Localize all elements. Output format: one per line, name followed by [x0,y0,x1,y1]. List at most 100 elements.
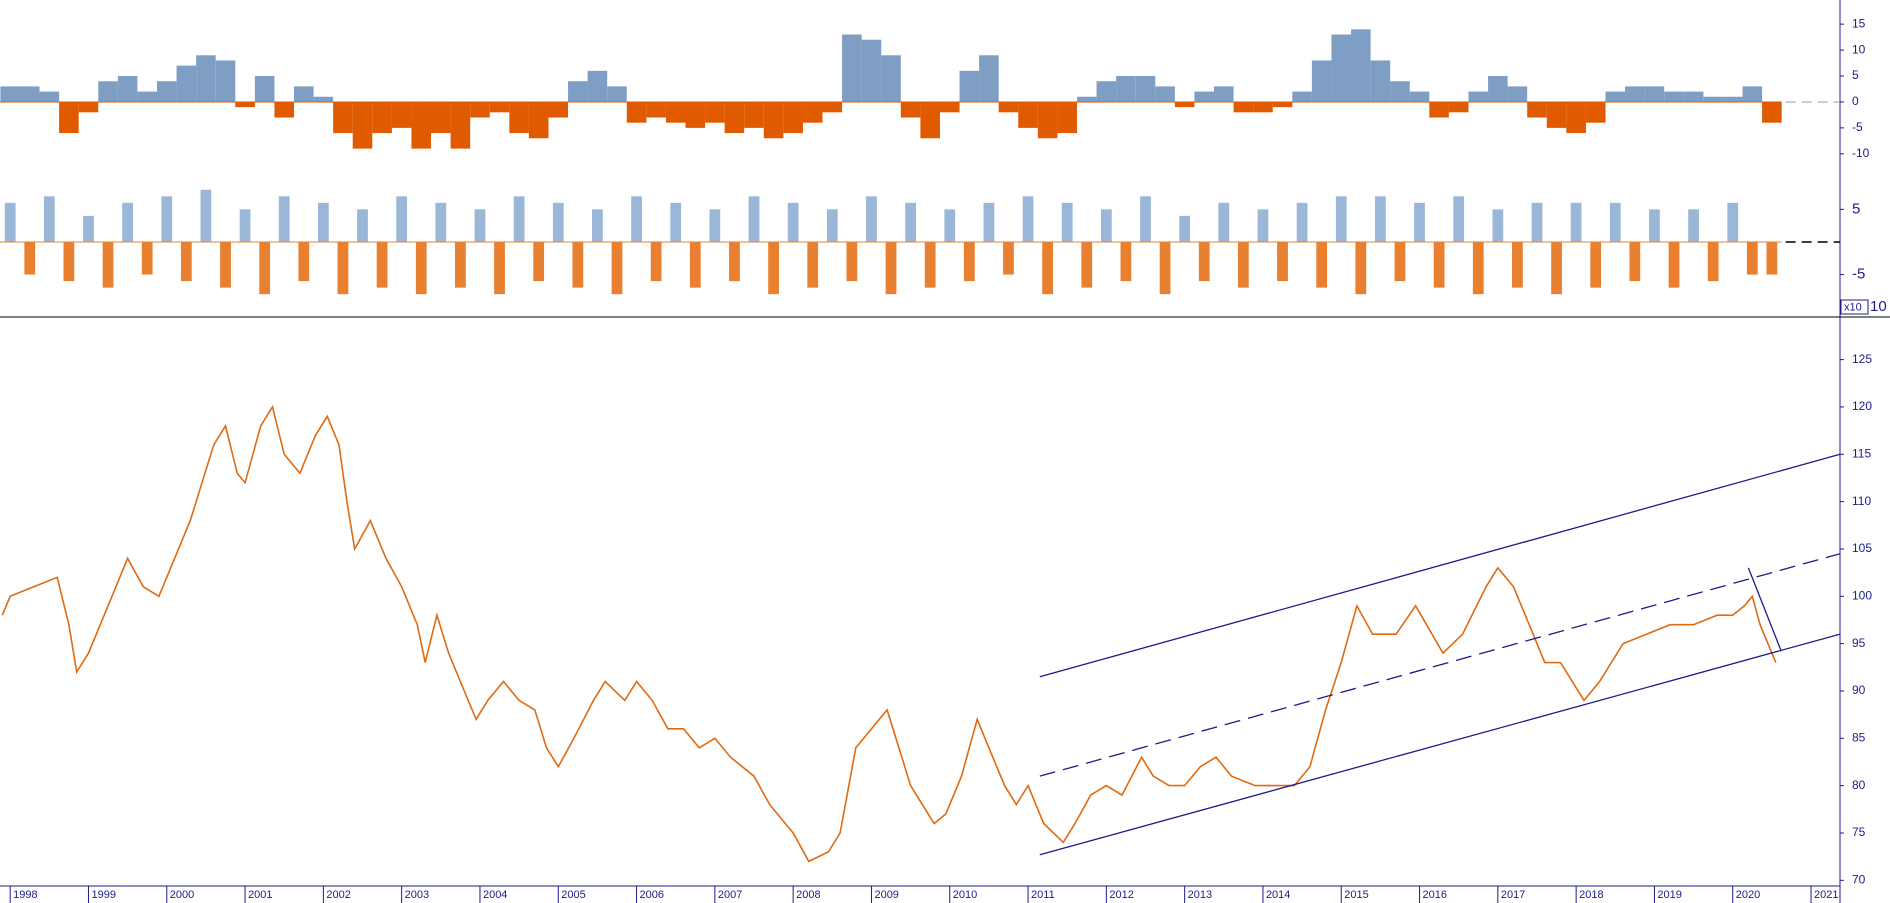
x-tick-label: 2017 [1501,889,1525,901]
trend-line [1039,633,1841,856]
bar [509,101,529,134]
y-tick-label: 80 [1852,778,1866,792]
bar [846,241,858,282]
x-tick-label: 2013 [1188,889,1212,901]
x-tick-label: 2019 [1657,889,1681,901]
bar [685,101,706,128]
bar [787,202,799,242]
bar [709,209,721,242]
bar [1277,241,1288,282]
y-tick-label: 10 [1852,42,1866,56]
x-tick-label: 2014 [1266,889,1290,901]
bar [1585,101,1606,123]
bar [1351,29,1371,102]
bar [176,65,197,102]
bar [1174,101,1195,108]
bar [411,101,432,149]
bar [1214,86,1234,102]
bar [607,86,627,102]
bar [552,202,564,242]
bar [141,241,153,275]
bar [670,202,682,242]
bar [689,241,701,288]
x-tick-label: 2010 [953,889,977,901]
bar [724,101,745,134]
bar [83,215,94,242]
bar [1042,241,1054,295]
bar [1253,101,1273,113]
bar [885,241,897,295]
bar [470,101,490,118]
bar [1512,241,1523,288]
y-tick-label: 105 [1852,541,1872,555]
bar [998,101,1019,113]
y-tick-label: 95 [1852,636,1866,650]
y-tick-label: 85 [1852,730,1866,744]
bar [1468,91,1489,102]
y-tick-label: 100 [1852,588,1872,602]
y-tick-label: 120 [1852,399,1872,413]
bar [24,241,36,275]
bar [1668,241,1680,288]
bar [513,196,525,242]
bar [239,209,251,242]
bar [117,76,138,102]
bar [180,241,192,282]
trend-line [1039,453,1841,678]
bar [842,34,862,102]
bar [744,101,764,128]
bar [1590,241,1602,288]
y-tick-label: -5 [1852,266,1865,283]
bar [568,81,588,102]
bar [1179,215,1191,242]
bar [1664,91,1684,102]
bar [705,101,725,123]
bar [1390,81,1410,102]
bar [63,241,75,282]
bar [1492,209,1504,242]
y-tick-label: 5 [1852,68,1859,82]
bar [1472,241,1484,295]
bar [807,241,819,288]
annotation-box [1840,299,1869,315]
bar [1155,86,1175,102]
bar [650,241,662,282]
x-tick-label: 2007 [718,889,742,901]
bar [489,101,510,113]
bar [1375,196,1386,242]
annotation: x10 [1844,301,1862,313]
bar [431,101,451,134]
bar [474,209,486,242]
bar [278,196,290,242]
bar [1762,101,1782,123]
bar [1566,101,1586,134]
bar [1629,241,1641,282]
x-tick-label: 2006 [640,889,664,901]
bar [1746,241,1758,275]
bar [220,241,231,288]
x-tick-label: 2008 [796,889,820,901]
y-tick-label: 10 [1870,298,1887,315]
x-tick-label: 1999 [91,889,115,901]
bar [274,101,295,118]
bar [391,101,412,128]
y-tick-label: 75 [1852,825,1866,839]
bar [1649,209,1660,242]
bar [729,241,740,282]
x-tick-label: 2011 [1031,889,1055,901]
bar [1742,86,1763,102]
bar [1096,81,1117,102]
bar [1237,241,1249,288]
bar [1081,241,1093,288]
bar [102,241,114,288]
x-tick-label: 2020 [1736,889,1760,901]
bar [1414,202,1425,242]
bar [1448,101,1469,113]
y-tick-label: 125 [1852,352,1872,366]
bar [200,189,212,242]
bar [1061,202,1073,242]
bar [1198,241,1210,282]
x-tick-label: 2021 [1814,889,1838,901]
bar [455,241,466,288]
